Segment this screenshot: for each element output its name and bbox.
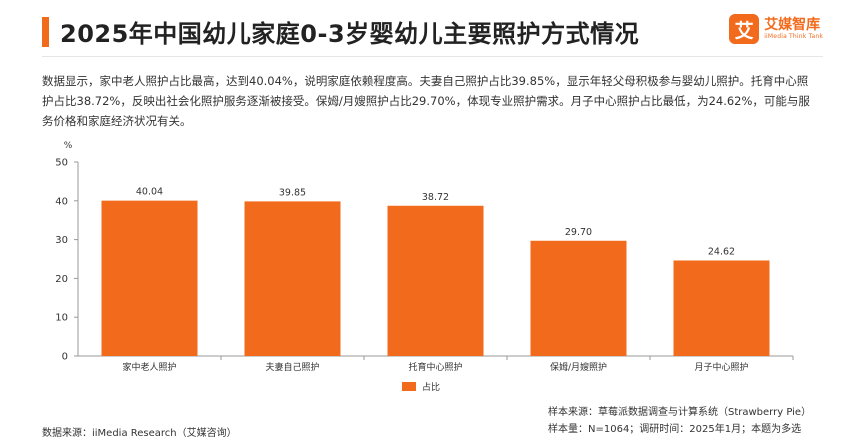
bar-value-label: 29.70 <box>565 227 592 238</box>
bar <box>244 201 341 356</box>
bar-value-label: 24.62 <box>708 246 735 257</box>
logo-mark-icon: 艾 <box>729 14 760 44</box>
logo-text: 艾媒智库 iiMedia Think Tank <box>764 17 823 41</box>
bar-value-label: 38.72 <box>422 192 449 203</box>
y-tick-label: 50 <box>55 158 68 169</box>
chart-legend: 占比 <box>402 380 440 393</box>
x-tick-label: 托育中心照护 <box>408 361 462 373</box>
header-divider <box>42 56 823 57</box>
bar-value-label: 39.85 <box>279 187 306 198</box>
page-title: 2025年中国幼儿家庭0-3岁婴幼儿主要照护方式情况 <box>60 20 640 48</box>
sample-size: 样本量：N=1064；调研时间：2025年1月；本题为多选 <box>548 424 802 435</box>
logo-subtitle: iiMedia Think Tank <box>764 33 823 40</box>
title-accent-bar <box>42 17 49 47</box>
y-tick-label: 20 <box>55 274 68 285</box>
x-tick-label: 月子中心照护 <box>694 361 748 373</box>
bar-value-label: 40.04 <box>136 187 163 198</box>
y-tick-label: 0 <box>62 352 68 363</box>
y-tick-label: 40 <box>55 196 68 207</box>
y-tick-label: 30 <box>55 235 68 246</box>
logo-name: 艾媒智库 <box>764 17 821 33</box>
legend-swatch <box>402 382 416 391</box>
x-tick-label: 家中老人照护 <box>122 361 176 373</box>
x-tick-label: 保姆/月嫂照护 <box>550 361 607 373</box>
data-source: 数据来源：iiMedia Research（艾媒咨询） <box>42 428 237 439</box>
bar <box>101 200 198 356</box>
brand-logo: 艾 艾媒智库 iiMedia Think Tank <box>729 14 823 44</box>
x-tick-label: 夫妻自己照护 <box>265 361 319 373</box>
y-tick-label: 10 <box>55 313 68 324</box>
legend-label: 占比 <box>422 383 441 393</box>
bar <box>387 205 484 356</box>
sample-source: 样本来源：草莓派数据调查与计算系统（Strawberry Pie） <box>548 407 812 418</box>
bar <box>530 240 627 356</box>
bar <box>673 260 770 356</box>
y-axis-unit: % <box>64 141 73 151</box>
sample-info: 样本来源：草莓派数据调查与计算系统（Strawberry Pie） 样本量：N=… <box>548 404 811 438</box>
chart-description: 数据显示，家中老人照护占比最高，达到40.04%，说明家庭依赖程度高。夫妻自己照… <box>42 74 810 128</box>
